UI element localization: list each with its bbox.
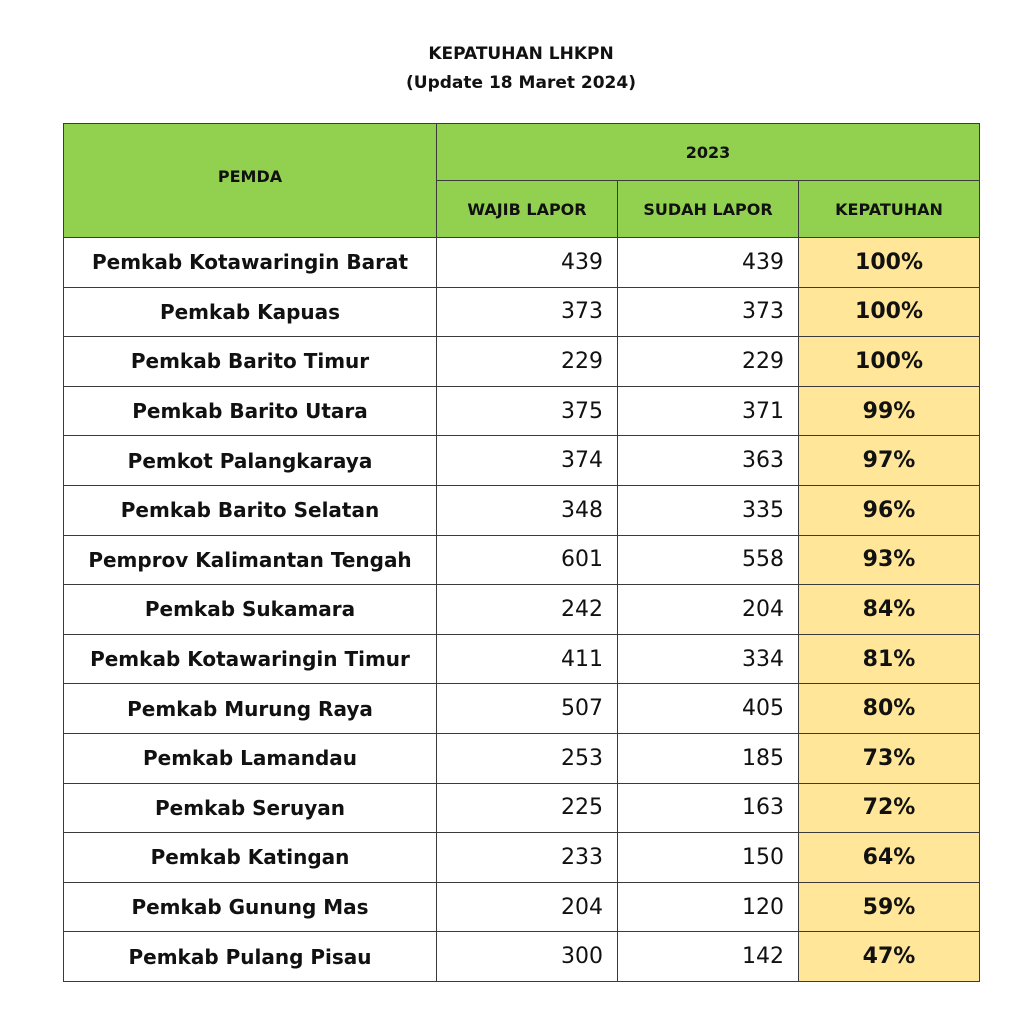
cell-kepatuhan: 64% <box>797 832 981 883</box>
cell-sudah-lapor: 439 <box>617 237 799 288</box>
cell-wajib-lapor: 204 <box>436 881 618 933</box>
cell-sudah-lapor: 229 <box>617 336 799 387</box>
cell-kepatuhan: 81% <box>797 633 981 685</box>
cell-kepatuhan: 100% <box>797 336 981 387</box>
cell-pemda: Pemkab Murung Raya <box>63 683 437 734</box>
cell-wajib-lapor: 300 <box>436 931 618 982</box>
cell-wajib-lapor: 374 <box>436 435 618 486</box>
cell-pemda: Pemkab Kapuas <box>63 286 437 338</box>
table-row: Pemkab Barito Utara 375 371 99% <box>63 385 981 437</box>
table-row: Pemkab Seruyan 225 163 72% <box>63 782 981 834</box>
cell-sudah-lapor: 142 <box>617 931 799 982</box>
cell-sudah-lapor: 120 <box>617 881 799 933</box>
table-row: Pemprov Kalimantan Tengah 601 558 93% <box>63 534 981 586</box>
cell-wajib-lapor: 233 <box>436 832 618 883</box>
cell-kepatuhan: 59% <box>797 881 981 933</box>
title-block: KEPATUHAN LHKPN (Update 18 Maret 2024) <box>0 40 1024 98</box>
header-wajib-lapor: WAJIB LAPOR <box>436 180 618 238</box>
cell-pemda: Pemkab Pulang Pisau <box>63 931 437 982</box>
cell-pemda: Pemkab Barito Utara <box>63 385 437 437</box>
header-sudah-lapor: SUDAH LAPOR <box>617 180 799 238</box>
cell-pemda: Pemkab Seruyan <box>63 782 437 834</box>
cell-pemda: Pemkab Gunung Mas <box>63 881 437 933</box>
cell-pemda: Pemkab Katingan <box>63 832 437 883</box>
cell-wajib-lapor: 225 <box>436 782 618 834</box>
cell-sudah-lapor: 363 <box>617 435 799 486</box>
cell-kepatuhan: 47% <box>797 931 981 982</box>
cell-wajib-lapor: 375 <box>436 385 618 437</box>
cell-pemda: Pemkab Barito Timur <box>63 336 437 387</box>
table-row: Pemkab Murung Raya 507 405 80% <box>63 683 981 734</box>
header-year: 2023 <box>435 123 981 181</box>
cell-sudah-lapor: 150 <box>617 832 799 883</box>
table-row: Pemkab Pulang Pisau 300 142 47% <box>63 931 981 982</box>
table-row: Pemkab Kotawaringin Barat 439 439 100% <box>63 237 981 288</box>
page-title: KEPATUHAN LHKPN <box>428 44 614 64</box>
cell-kepatuhan: 97% <box>797 435 981 486</box>
cell-sudah-lapor: 373 <box>617 286 799 338</box>
cell-kepatuhan: 100% <box>797 237 981 288</box>
cell-sudah-lapor: 371 <box>617 385 799 437</box>
cell-wajib-lapor: 373 <box>436 286 618 338</box>
cell-pemda: Pemkab Barito Selatan <box>63 484 437 536</box>
table-body: Pemkab Kotawaringin Barat 439 439 100% P… <box>63 237 981 982</box>
cell-wajib-lapor: 253 <box>436 732 618 784</box>
compliance-table: PEMDA 2023 WAJIB LAPOR SUDAH LAPOR KEPAT… <box>63 123 981 982</box>
cell-kepatuhan: 100% <box>797 286 981 338</box>
page-subtitle: (Update 18 Maret 2024) <box>406 73 636 93</box>
cell-sudah-lapor: 405 <box>617 683 799 734</box>
cell-wajib-lapor: 411 <box>436 633 618 685</box>
cell-pemda: Pemkab Kotawaringin Barat <box>63 237 437 288</box>
cell-pemda: Pemkab Lamandau <box>63 732 437 784</box>
cell-wajib-lapor: 229 <box>436 336 618 387</box>
header-kepatuhan: KEPATUHAN <box>797 180 981 238</box>
table-row: Pemkot Palangkaraya 374 363 97% <box>63 435 981 486</box>
cell-kepatuhan: 96% <box>797 484 981 536</box>
cell-sudah-lapor: 204 <box>617 584 799 635</box>
header-pemda: PEMDA <box>63 123 437 238</box>
table-row: Pemkab Gunung Mas 204 120 59% <box>63 881 981 933</box>
cell-pemda: Pemkab Kotawaringin Timur <box>63 633 437 685</box>
cell-kepatuhan: 72% <box>797 782 981 834</box>
cell-pemda: Pemkot Palangkaraya <box>63 435 437 486</box>
cell-sudah-lapor: 334 <box>617 633 799 685</box>
cell-wajib-lapor: 507 <box>436 683 618 734</box>
cell-sudah-lapor: 558 <box>617 534 799 586</box>
cell-wajib-lapor: 348 <box>436 484 618 536</box>
cell-kepatuhan: 73% <box>797 732 981 784</box>
table-row: Pemkab Sukamara 242 204 84% <box>63 584 981 635</box>
table-row: Pemkab Katingan 233 150 64% <box>63 832 981 883</box>
cell-wajib-lapor: 601 <box>436 534 618 586</box>
table-row: Pemkab Barito Selatan 348 335 96% <box>63 484 981 536</box>
cell-kepatuhan: 80% <box>797 683 981 734</box>
table-row: Pemkab Barito Timur 229 229 100% <box>63 336 981 387</box>
table-row: Pemkab Kotawaringin Timur 411 334 81% <box>63 633 981 685</box>
cell-wajib-lapor: 242 <box>436 584 618 635</box>
table-header: PEMDA 2023 WAJIB LAPOR SUDAH LAPOR KEPAT… <box>63 123 981 238</box>
cell-pemda: Pemkab Sukamara <box>63 584 437 635</box>
cell-wajib-lapor: 439 <box>436 237 618 288</box>
table-row: Pemkab Kapuas 373 373 100% <box>63 286 981 338</box>
cell-kepatuhan: 93% <box>797 534 981 586</box>
cell-kepatuhan: 84% <box>797 584 981 635</box>
cell-sudah-lapor: 335 <box>617 484 799 536</box>
cell-sudah-lapor: 185 <box>617 732 799 784</box>
table-row: Pemkab Lamandau 253 185 73% <box>63 732 981 784</box>
cell-kepatuhan: 99% <box>797 385 981 437</box>
cell-sudah-lapor: 163 <box>617 782 799 834</box>
cell-pemda: Pemprov Kalimantan Tengah <box>63 534 437 586</box>
